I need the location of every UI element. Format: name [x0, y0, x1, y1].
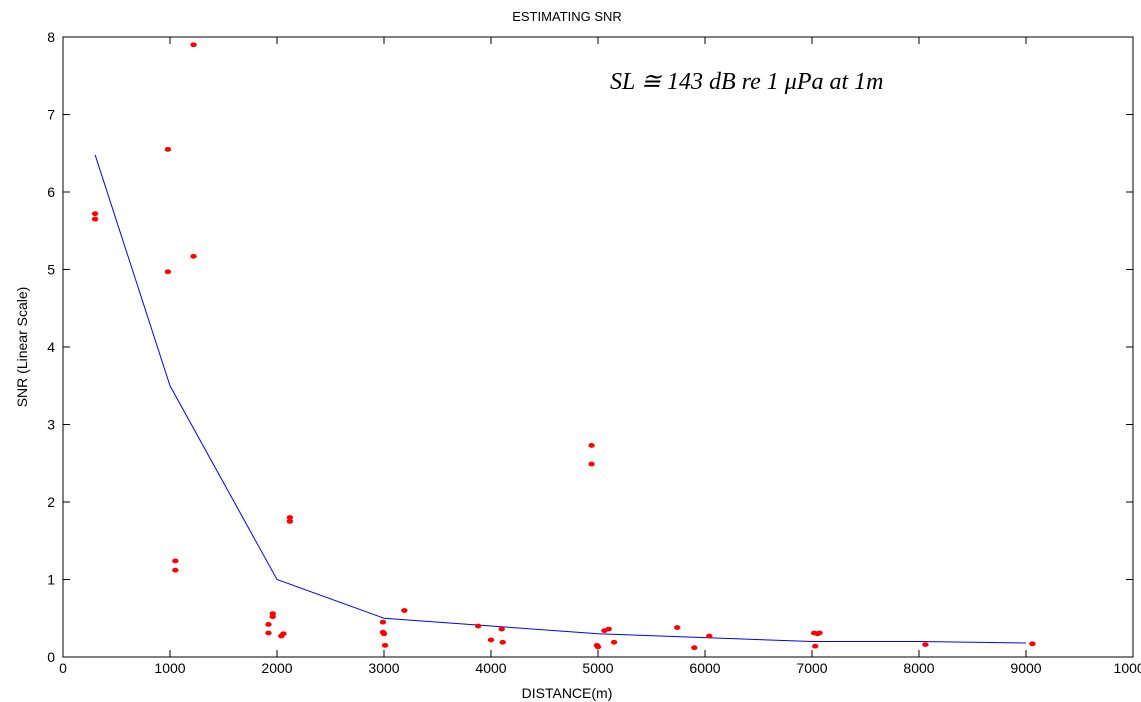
data-point: [379, 619, 387, 625]
y-tick-label: 2: [47, 494, 55, 510]
data-point: [1029, 641, 1036, 647]
data-point: [91, 216, 99, 222]
y-axis-label: SNR (Linear Scale): [14, 287, 30, 408]
data-point: [380, 631, 388, 637]
data-point: [610, 639, 618, 645]
y-tick-label: 7: [47, 107, 55, 123]
x-tick-label: 9000: [1010, 660, 1041, 676]
x-tick-label: 5000: [582, 660, 613, 676]
data-point: [286, 518, 294, 524]
data-point: [164, 269, 172, 275]
data-point: [706, 633, 713, 639]
data-point: [487, 637, 495, 643]
x-tick-label: 0: [59, 660, 67, 676]
data-point: [381, 642, 389, 648]
data-point: [280, 631, 287, 637]
y-tick-label: 4: [47, 339, 55, 355]
data-point: [91, 211, 99, 217]
x-tick-label: 3000: [368, 660, 399, 676]
x-tick-label: 2000: [261, 660, 292, 676]
data-point: [498, 626, 505, 632]
y-tick-label: 0: [47, 649, 55, 665]
data-point: [499, 639, 506, 645]
data-point: [265, 622, 272, 627]
data-point: [172, 567, 179, 573]
data-point: [190, 42, 197, 48]
x-tick-label: 6000: [689, 660, 720, 676]
data-point: [265, 630, 272, 636]
plot-frame: [62, 36, 1134, 658]
data-point: [816, 630, 823, 636]
y-tick-label: 5: [47, 262, 55, 278]
data-point: [474, 623, 482, 629]
data-point: [401, 608, 408, 613]
data-point: [594, 644, 602, 650]
data-point: [812, 643, 819, 649]
x-tick-label: 8000: [903, 660, 934, 676]
data-point: [286, 515, 294, 520]
x-tick-label: 4000: [475, 660, 506, 676]
source-level-annotation: SL ≅ 143 dB re 1 μPa at 1m: [610, 69, 884, 95]
data-point: [588, 443, 595, 448]
data-point: [605, 626, 612, 632]
x-axis-label: DISTANCE(m): [522, 685, 613, 701]
chart-title: ESTIMATING SNR: [512, 9, 622, 24]
data-point: [588, 461, 595, 467]
data-point: [922, 642, 929, 647]
y-tick-label: 6: [47, 184, 55, 200]
x-tick-label: 7000: [796, 660, 827, 676]
data-point: [172, 558, 179, 564]
data-point: [190, 253, 197, 259]
y-tick-label: 1: [47, 572, 55, 588]
data-point: [673, 625, 681, 630]
y-tick-label: 8: [47, 29, 55, 45]
data-point: [269, 614, 276, 620]
data-point: [691, 645, 698, 651]
data-point: [164, 146, 172, 152]
x-tick-label: 1000: [154, 660, 185, 676]
fit-line: [94, 154, 1027, 644]
y-tick-label: 3: [47, 417, 55, 433]
